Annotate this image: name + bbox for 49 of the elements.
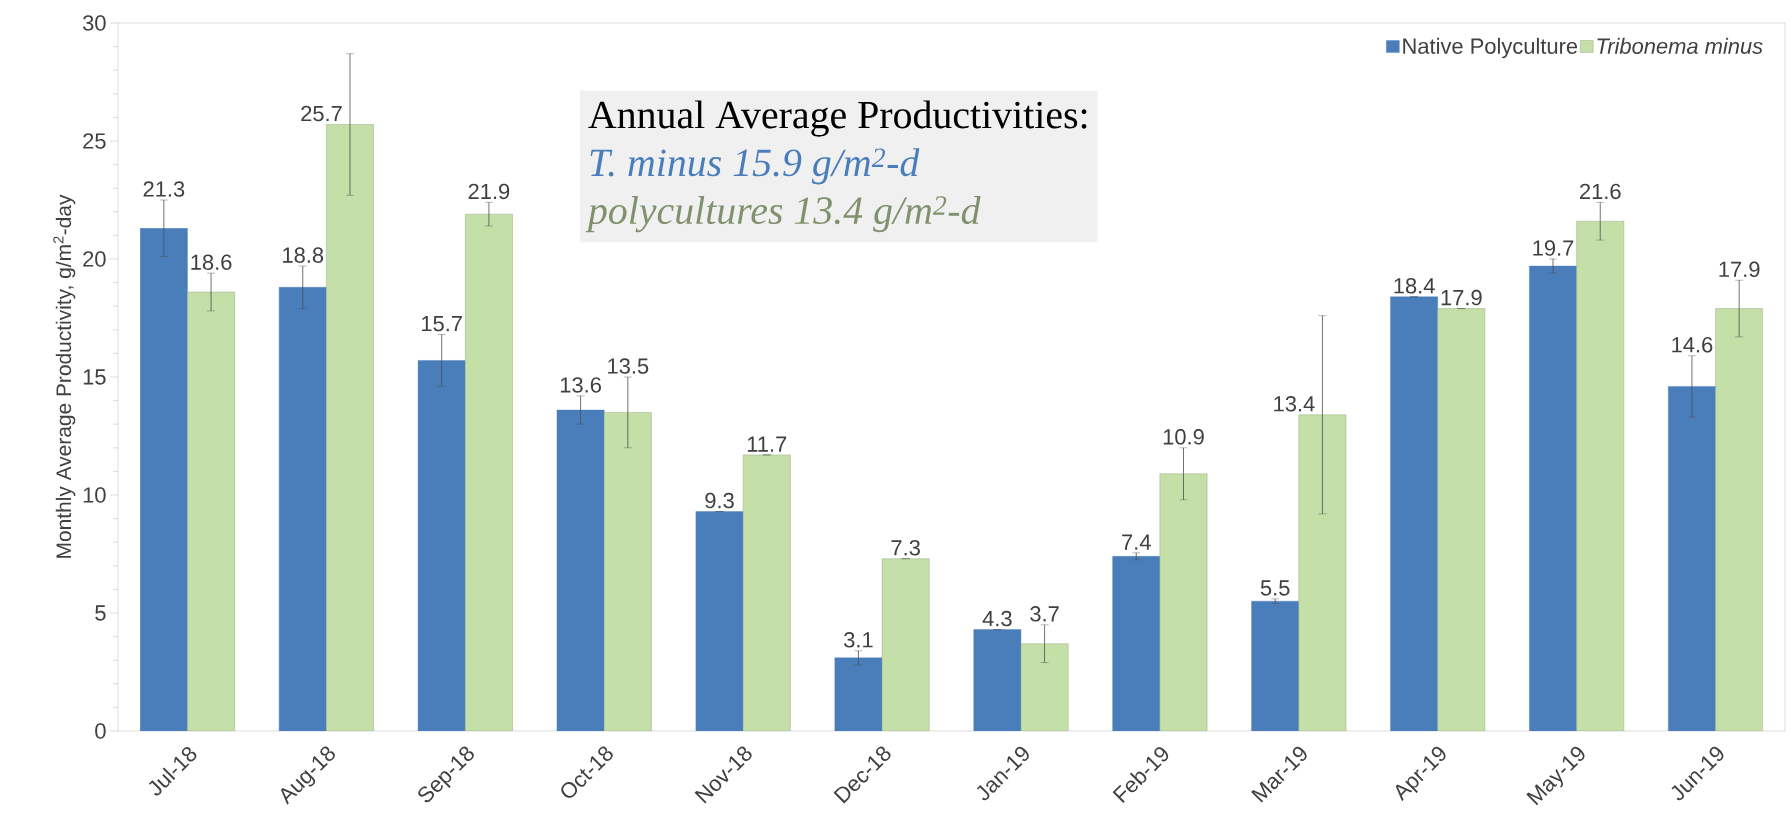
data-label: 11.7 [747, 436, 787, 452]
data-label: 21.9 [468, 183, 510, 200]
data-label: 18.8 [283, 247, 324, 263]
data-label: 13.6 [560, 377, 601, 393]
data-label: 10.9 [1163, 429, 1204, 445]
bar [1020, 643, 1069, 731]
data-label: 17.9 [1441, 289, 1482, 306]
y-tick-label: 25 [83, 133, 106, 149]
data-label: 3.1 [844, 632, 873, 648]
annotation: T. minus 15.9 g/m$^{2}$-d [590, 148, 920, 185]
data-label: 18.6 [191, 254, 232, 270]
bar [1437, 308, 1486, 731]
data-label: 7.3 [891, 540, 920, 556]
bar [881, 558, 930, 731]
legend-label: Tribonema minus [1597, 37, 1763, 54]
data-label: 7.4 [1122, 534, 1151, 550]
bar [742, 454, 791, 731]
data-label: 3.7 [1030, 606, 1059, 622]
data-label: 15.7 [422, 316, 462, 332]
y-axis-title: Monthly Average Productivity, g/m$^{2}$-day [53, 194, 76, 558]
data-label: 14.6 [1672, 337, 1713, 353]
bar [604, 412, 652, 731]
y-tick-label: 20 [83, 251, 106, 267]
legend-label: Native Polyculture [1403, 37, 1578, 59]
bar [1298, 414, 1347, 731]
bar [1715, 308, 1763, 731]
y-tick-label: 10 [83, 487, 106, 503]
y-tick-label: 5 [95, 605, 106, 621]
bar [187, 291, 235, 731]
y-tick-label: 30 [82, 15, 106, 31]
data-label: 19.7 [1533, 240, 1574, 256]
data-label: 5.5 [1260, 580, 1290, 596]
data-label: 13.4 [1274, 396, 1315, 412]
annotation: polycultures 13.4 g/m$^{2}$-d [585, 196, 981, 233]
data-label: 18.4 [1394, 278, 1435, 294]
data-label: 17.9 [1719, 261, 1760, 278]
y-tick-label: 0 [95, 723, 106, 739]
data-label: 4.3 [982, 610, 1012, 627]
data-label: 21.6 [1580, 183, 1621, 200]
data-label: 21.3 [143, 181, 185, 197]
annotation: Annual Average Productivities: [588, 100, 1087, 137]
bar [326, 124, 374, 731]
data-label: 25.7 [301, 105, 342, 122]
data-label: 13.5 [608, 358, 649, 374]
bar [1159, 473, 1208, 731]
y-tick-label: 15 [83, 369, 106, 385]
bar [465, 213, 513, 731]
data-label: 9.3 [705, 492, 734, 509]
bar [1576, 221, 1625, 731]
